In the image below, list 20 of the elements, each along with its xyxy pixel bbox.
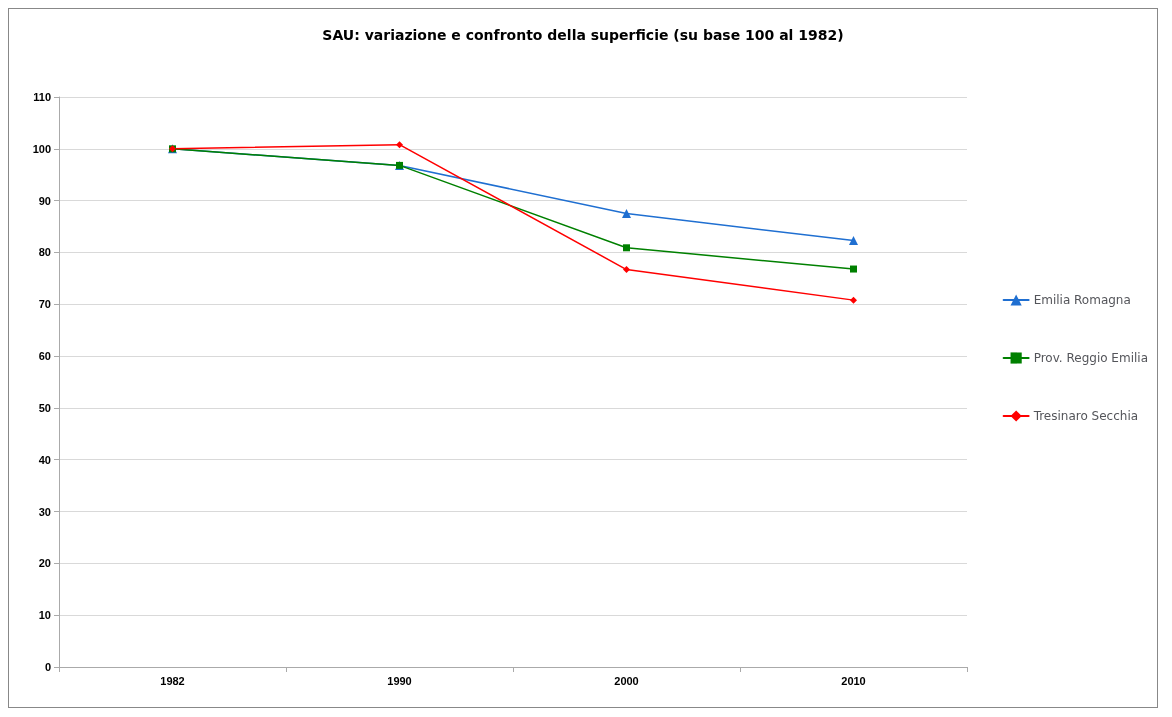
y-tick-label: 90 <box>38 194 51 207</box>
y-tick-label: 70 <box>38 298 51 311</box>
x-tick-label: 2000 <box>614 674 639 687</box>
legend-label: Emilia Romagna <box>1033 293 1131 307</box>
y-tick-label: 30 <box>38 505 51 518</box>
y-tick-label: 10 <box>38 609 51 622</box>
chart-title: SAU: variazione e confronto della superficie (su base 100 al 1982) <box>322 27 844 43</box>
y-tick-label: 0 <box>44 661 51 673</box>
y-tick-label: 20 <box>38 557 51 570</box>
x-tick-label: 1990 <box>387 674 412 687</box>
legend-label: Tresinaro Secchia <box>1032 409 1139 423</box>
y-tick-label: 100 <box>32 142 51 155</box>
y-tick-label: 50 <box>38 401 51 414</box>
x-tick-label: 2010 <box>841 674 866 687</box>
y-tick-label: 80 <box>38 246 51 259</box>
x-tick-label: 1982 <box>160 674 185 687</box>
legend-label: Prov. Reggio Emilia <box>1033 351 1149 365</box>
y-tick-label: 60 <box>38 350 51 363</box>
y-tick-label: 40 <box>38 453 51 466</box>
y-tick-label: 110 <box>33 91 51 103</box>
